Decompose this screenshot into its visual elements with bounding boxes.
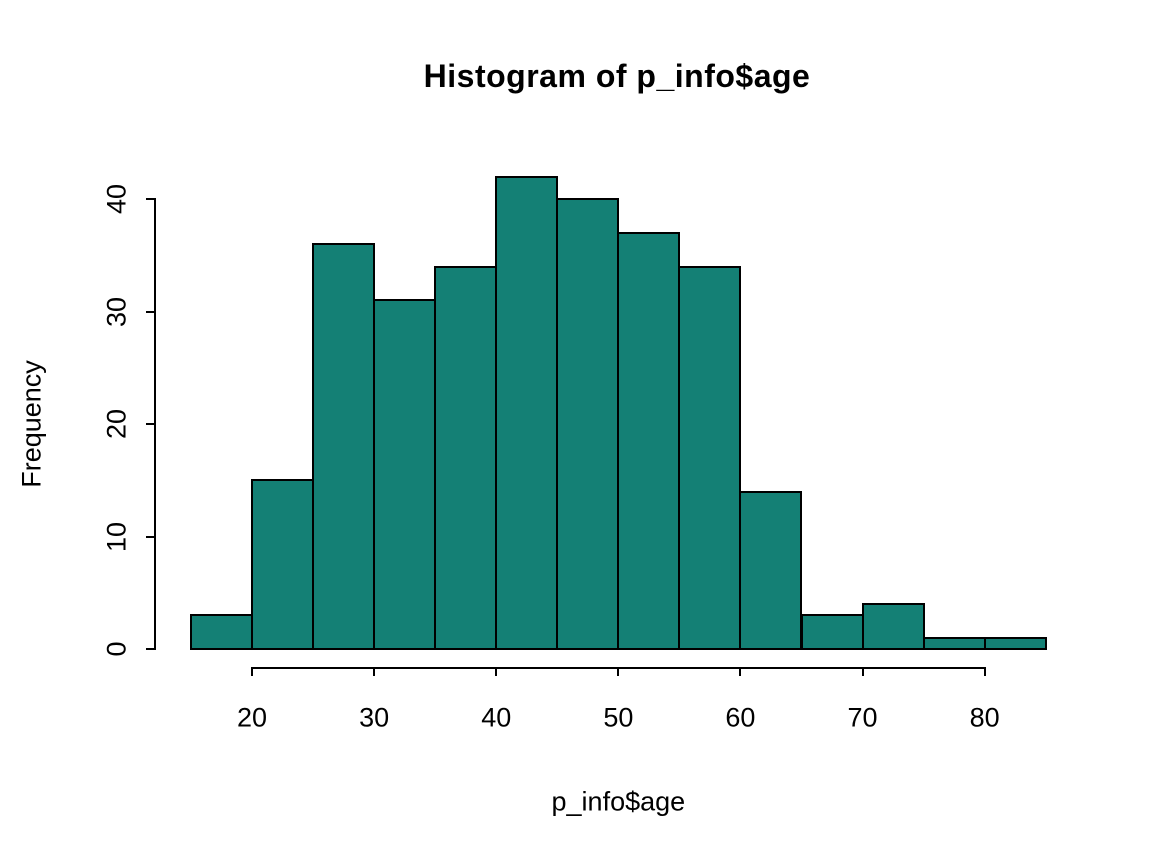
x-axis-title: p_info$age [551, 786, 686, 817]
y-tick [146, 648, 154, 650]
x-tick [373, 668, 376, 676]
x-tick-label: 30 [359, 702, 390, 733]
x-tick-label: 50 [603, 702, 634, 733]
x-tick-label: 80 [969, 702, 1000, 733]
x-tick [617, 668, 620, 676]
chart-title: Histogram of p_info$age [423, 58, 811, 94]
x-tick [861, 668, 864, 676]
x-tick-label: 20 [237, 702, 268, 733]
histogram-bar [190, 614, 254, 650]
y-axis-title: Frequency [16, 360, 47, 488]
y-tick [146, 535, 154, 538]
y-tick-label: 0 [101, 641, 132, 657]
y-tick [146, 198, 154, 200]
histogram-bar [922, 636, 986, 650]
x-tick [251, 668, 254, 676]
histogram-bar [251, 479, 315, 650]
x-tick [739, 668, 742, 676]
histogram-bar [800, 614, 864, 650]
histogram-bar [434, 265, 498, 650]
histogram-bar [983, 636, 1047, 650]
y-tick [146, 310, 154, 313]
y-tick [146, 423, 154, 425]
histogram-bar [312, 243, 376, 650]
x-tick [983, 668, 986, 676]
x-tick-label: 60 [725, 702, 756, 733]
histogram-bar [556, 198, 620, 650]
histogram-bar [861, 603, 925, 650]
histogram-bar [739, 490, 803, 650]
histogram-bar [495, 175, 559, 650]
y-tick-label: 10 [101, 521, 132, 552]
y-axis-line [154, 198, 156, 650]
x-tick-label: 40 [481, 702, 512, 733]
x-tick-label: 70 [847, 702, 878, 733]
x-tick [495, 668, 498, 676]
y-tick-label: 40 [101, 183, 132, 215]
histogram-bar [373, 299, 437, 650]
y-tick-label: 20 [101, 408, 132, 440]
histogram-bar [678, 265, 742, 650]
y-tick-label: 30 [101, 296, 132, 327]
histogram-bar [617, 231, 681, 650]
